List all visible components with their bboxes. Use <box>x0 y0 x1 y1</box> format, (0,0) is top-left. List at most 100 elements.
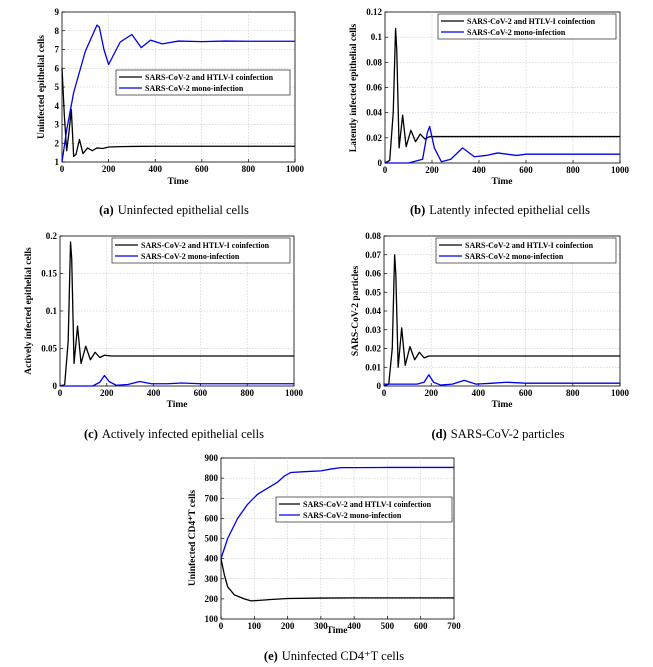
legend-label-mono-a: SARS-CoV-2 mono-infection <box>145 84 244 93</box>
y-tick-label-c: 0.15 <box>41 269 57 279</box>
y-axis-label-d: SARS-CoV-2 particles <box>351 266 361 357</box>
caption-e: (e) Uninfected CD4⁺T cells <box>264 649 404 663</box>
series-line-mono-c <box>60 374 294 387</box>
x-tick-label-d: 400 <box>472 388 486 398</box>
legend-d: SARS-CoV-2 and HTLV-I coinfection SARS-C… <box>435 237 617 264</box>
legend-label-coinfection-d: SARS-CoV-2 and HTLV-I coinfection <box>465 241 594 250</box>
caption-letter-e: (e) <box>264 649 278 663</box>
y-tick-label-a: 7 <box>55 45 60 55</box>
caption-a: (a) Uninfected epithelial cells <box>99 203 249 217</box>
x-tick-label-c: 200 <box>100 388 114 398</box>
y-tick-label-e: 800 <box>205 473 219 483</box>
y-tick-label-e: 600 <box>205 513 219 523</box>
y-tick-label-e: 500 <box>205 534 219 544</box>
x-tick-label-b: 800 <box>566 165 580 175</box>
x-tick-label-a: 800 <box>242 164 256 174</box>
x-tick-label-d: 200 <box>424 388 438 398</box>
x-tick-label-a: 0 <box>60 164 65 174</box>
legend-label-coinfection-e: SARS-CoV-2 and HTLV-I coinfection <box>303 500 432 509</box>
x-tick-label-e: 200 <box>281 621 295 631</box>
y-tick-label-d: 0.04 <box>365 306 381 316</box>
y-tick-label-e: 200 <box>205 594 219 604</box>
caption-letter-b: (b) <box>410 203 425 217</box>
y-axis-label-b: Latently infected epithelial cells <box>349 23 359 152</box>
legend-box-a <box>115 69 291 96</box>
y-tick-label-b: 0.02 <box>366 133 382 143</box>
series-line-coinfection-b <box>384 27 620 164</box>
legend-e: SARS-CoV-2 and HTLV-I coinfection SARS-C… <box>275 496 453 523</box>
x-tick-label-c: 400 <box>147 388 161 398</box>
y-tick-label-d: 0.02 <box>365 344 381 354</box>
y-tick-label-d: 0.08 <box>365 231 381 241</box>
x-tick-label-e: 600 <box>414 621 428 631</box>
y-tick-label-e: 700 <box>205 493 219 503</box>
legend-box-b <box>437 13 617 40</box>
panel-e: 0 100 200 300 400 500 600 700100200300400500600… <box>188 453 461 663</box>
y-tick-label-a: 4 <box>55 101 60 111</box>
x-tick-label-e: 700 <box>447 621 461 631</box>
series-line-mono-a <box>61 24 295 163</box>
y-tick-label-e: 100 <box>205 614 219 624</box>
caption-text-a: Uninfected epithelial cells <box>118 203 249 217</box>
x-tick-label-b: 600 <box>519 165 533 175</box>
caption-text-e: Uninfected CD4⁺T cells <box>282 649 404 663</box>
y-tick-label-a: 2 <box>55 138 60 148</box>
legend-label-mono-e: SARS-CoV-2 mono-infection <box>303 511 402 520</box>
legend-a: SARS-CoV-2 and HTLV-I coinfection SARS-C… <box>115 69 291 96</box>
panel-c: 0 200 400 600 800 1000 0 0.05 0.1 0.15 0.2 Time Ac… <box>24 231 304 441</box>
x-tick-label-a: 1000 <box>286 164 305 174</box>
legend-label-mono-d: SARS-CoV-2 mono-infection <box>465 252 564 261</box>
y-tick-label-a: 5 <box>55 82 60 92</box>
caption-text-d: SARS-CoV-2 particles <box>451 427 565 441</box>
legend-label-mono-b: SARS-CoV-2 mono-infection <box>467 28 566 37</box>
y-tick-label-c: 0 <box>53 381 58 391</box>
x-axis-label-e: Time <box>327 626 348 636</box>
y-tick-label-d: 0.03 <box>365 325 381 335</box>
x-tick-label-e: 0 <box>219 621 224 631</box>
y-tick-label-e: 900 <box>205 453 219 463</box>
caption-letter-a: (a) <box>99 203 114 217</box>
x-tick-label-c: 800 <box>240 388 254 398</box>
x-tick-label-b: 1000 <box>611 165 630 175</box>
panel-b: 0 200 400 600 800 1000 0 0.02 0.04 0.06 0.08 0.1 0.1… <box>349 7 630 217</box>
y-tick-label-d: 0.05 <box>365 287 381 297</box>
legend-b: SARS-CoV-2 and HTLV-I coinfection SARS-C… <box>437 13 617 40</box>
y-tick-label-c: 0.2 <box>46 231 58 241</box>
x-axis-label-b: Time <box>492 177 513 187</box>
series-line-mono-e <box>220 466 454 559</box>
x-axis-label-a: Time <box>168 177 189 187</box>
x-axis-label-d: Time <box>492 400 513 410</box>
y-tick-label-a: 3 <box>55 120 60 130</box>
caption-c: (c) Actively infected epithelial cells <box>84 427 264 441</box>
caption-b: (b) Latently infected epithelial cells <box>410 203 590 217</box>
series-line-coinfection-d <box>383 254 620 387</box>
y-tick-label-b: 0 <box>378 158 383 168</box>
legend-c: SARS-CoV-2 and HTLV-I coinfection SARS-C… <box>111 237 291 264</box>
y-tick-label-d: 0.06 <box>365 269 381 279</box>
x-tick-label-b: 0 <box>383 165 388 175</box>
x-tick-label-a: 600 <box>195 164 209 174</box>
panel-d: 0 200 400 600 800 1000 0 0.01 0.02 0.03 0.04 0.05 0.… <box>351 231 630 441</box>
y-axis-label-c: Actively infected epithelial cells <box>24 247 34 375</box>
legend-label-coinfection-a: SARS-CoV-2 and HTLV-I coinfection <box>145 73 274 82</box>
x-tick-label-d: 1000 <box>611 388 630 398</box>
x-tick-label-c: 1000 <box>285 388 304 398</box>
series-line-mono-b <box>385 125 620 164</box>
caption-letter-d: (d) <box>431 427 446 441</box>
x-tick-label-a: 400 <box>148 164 162 174</box>
caption-text-c: Actively infected epithelial cells <box>102 427 264 441</box>
y-tick-label-c: 0.1 <box>46 306 58 316</box>
y-tick-label-b: 0.04 <box>366 108 382 118</box>
y-tick-label-b: 0.12 <box>366 7 382 17</box>
plot-area-e <box>220 457 455 620</box>
caption-d: (d) SARS-CoV-2 particles <box>431 427 564 441</box>
legend-box-d <box>435 237 617 264</box>
x-axis-label-c: Time <box>167 400 188 410</box>
x-tick-label-e: 300 <box>314 621 328 631</box>
panel-a: 0 200 400 600 800 1000 1 2 3 4 5 6 7 8 9 Time Uninfect… <box>37 7 305 217</box>
legend-box-e <box>275 496 453 523</box>
y-tick-label-a: 8 <box>55 26 60 36</box>
x-tick-label-e: 100 <box>248 621 262 631</box>
y-axis-label-a: Uninfected epithelial cells <box>37 35 47 139</box>
